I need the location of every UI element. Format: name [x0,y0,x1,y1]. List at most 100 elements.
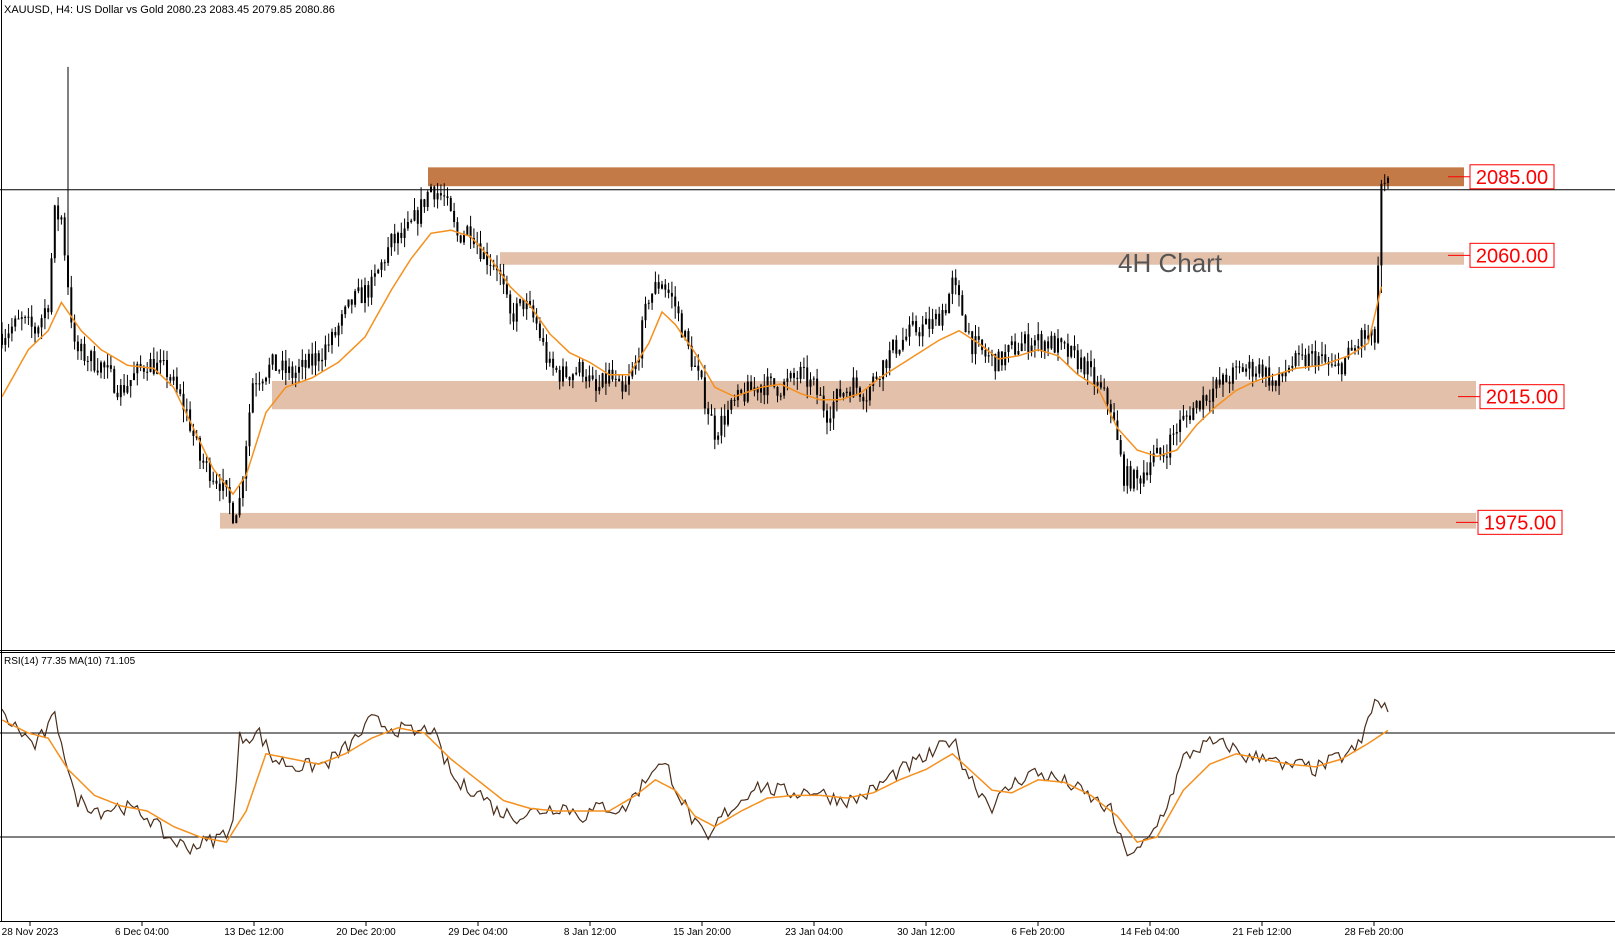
candle-body [1238,366,1241,368]
candle-body [637,358,640,363]
candle-body [944,309,947,314]
candle-body [710,414,713,416]
candle-body [849,391,852,398]
candle-body [119,385,122,398]
candle-body [406,222,409,229]
candle-body [522,299,525,310]
candle-body [274,354,277,371]
candle-body [383,262,386,264]
candle-body [1231,367,1234,384]
candle-body [1020,343,1023,352]
candle-body [324,344,327,360]
candle-body [1235,366,1238,368]
candle-body [591,375,594,380]
level-label: 2085.00 [1476,167,1548,189]
candle-body [855,377,858,388]
candle-body [1380,183,1383,266]
candle-body [327,344,330,346]
candle-body [915,321,918,333]
candle-body [974,336,977,355]
candle-body [50,258,53,313]
candle-body [1383,182,1386,184]
candle-body [1334,364,1337,366]
candle-body [1324,354,1327,362]
candle-body [261,381,264,384]
candle-body [439,193,442,196]
candle-body [578,361,581,373]
candle-body [1218,379,1221,385]
candle-body [598,387,601,391]
candle-body [1255,373,1257,377]
candle-body [1245,368,1248,372]
candle-body [938,313,941,326]
candle-body [73,322,76,342]
candle-body [961,295,964,316]
candle-body [826,410,828,423]
candle-body [245,446,248,479]
candle-body [908,324,911,337]
candle-body [1175,432,1178,434]
candle-body [400,232,403,239]
candle-body [492,265,495,267]
candle-body [703,377,706,409]
candle-body [842,393,845,397]
candle-body [1033,340,1036,346]
candle-body [340,314,343,326]
candle-body [1357,346,1360,349]
candle-body [24,316,27,318]
candle-body [525,301,528,310]
candle-body [921,324,924,337]
candle-body [199,437,201,461]
candle-body [1073,345,1076,351]
candle-body [294,372,297,379]
candle-body [397,232,399,244]
candle-body [83,343,86,361]
candle-body [241,478,244,499]
candle-body [100,362,102,373]
candle-body [377,269,380,274]
candle-body [1258,364,1261,374]
rsi-ma-line [1,719,1389,844]
candle-body [1354,348,1356,351]
candle-body [852,377,855,398]
candle-body [222,480,225,491]
candle-body [288,366,291,373]
candle-body [697,365,700,371]
candle-body [1330,364,1333,366]
x-tick-label: 6 Feb 20:00 [1011,927,1065,938]
candle-body [905,336,908,340]
candle-body [284,360,287,373]
candle-body [1192,407,1195,420]
candle-body [179,389,182,394]
candle-body [202,460,205,463]
candle-body [1228,382,1231,384]
candle-body [581,361,584,377]
x-tick-label: 23 Jan 04:00 [785,927,843,938]
candle-body [1311,351,1314,354]
candle-body [80,343,83,352]
candle-body [208,461,211,481]
candle-body [354,291,357,305]
candle-body [862,396,865,402]
candle-body [1317,356,1320,366]
candle-body [585,376,588,382]
candle-body [27,316,30,318]
candle-body [430,186,432,192]
candle-body [466,226,469,235]
candle-body [604,373,607,384]
candle-body [123,385,126,393]
candle-body [337,325,340,336]
candle-body [707,408,710,415]
rsi-title: RSI(14) 77.35 MA(10) 71.105 [4,656,136,667]
candle-body [819,394,822,396]
candle-body [37,327,40,334]
candle-body [1274,380,1277,386]
candle-body [159,359,162,363]
candle-body [644,303,647,321]
candle-body [126,386,129,393]
candle-body [918,332,921,337]
candle-body [1096,382,1099,386]
candle-body [1165,456,1168,458]
